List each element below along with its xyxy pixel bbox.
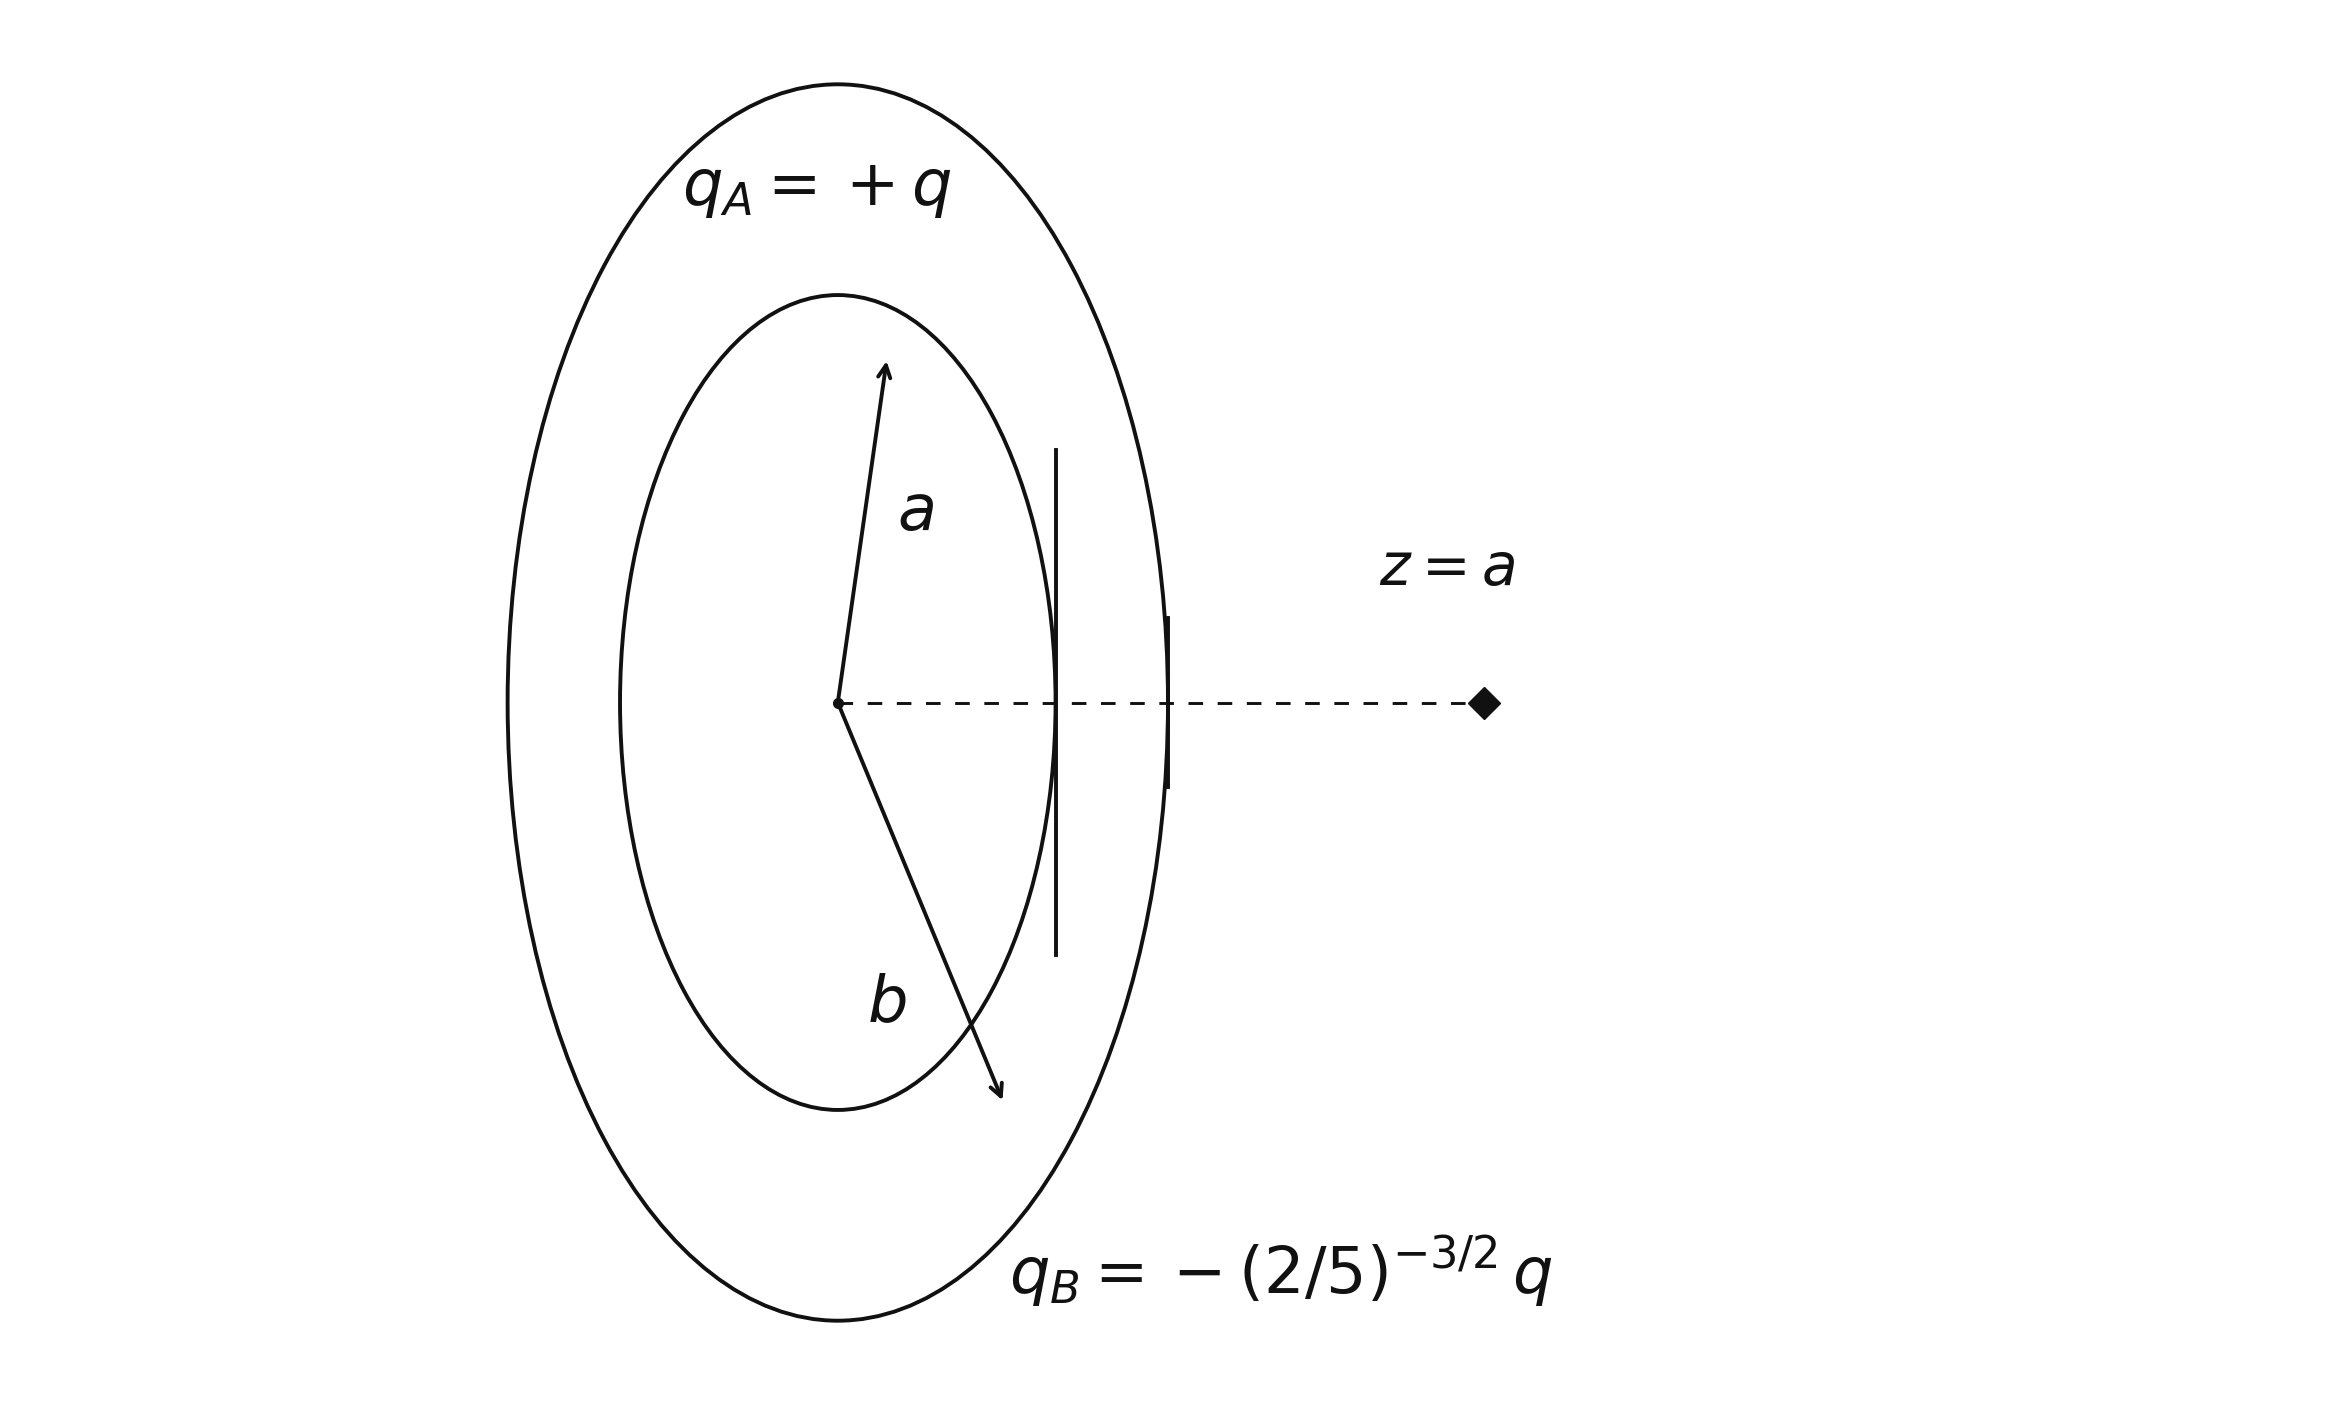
Text: $a$: $a$ <box>898 482 933 544</box>
Text: $q_B = -(2/5)^{-3/2}\,q$: $q_B = -(2/5)^{-3/2}\,q$ <box>1008 1234 1551 1309</box>
Text: $b$: $b$ <box>867 974 907 1035</box>
Text: $z = a$: $z = a$ <box>1379 541 1516 597</box>
Text: $q_A = +q$: $q_A = +q$ <box>682 159 952 221</box>
